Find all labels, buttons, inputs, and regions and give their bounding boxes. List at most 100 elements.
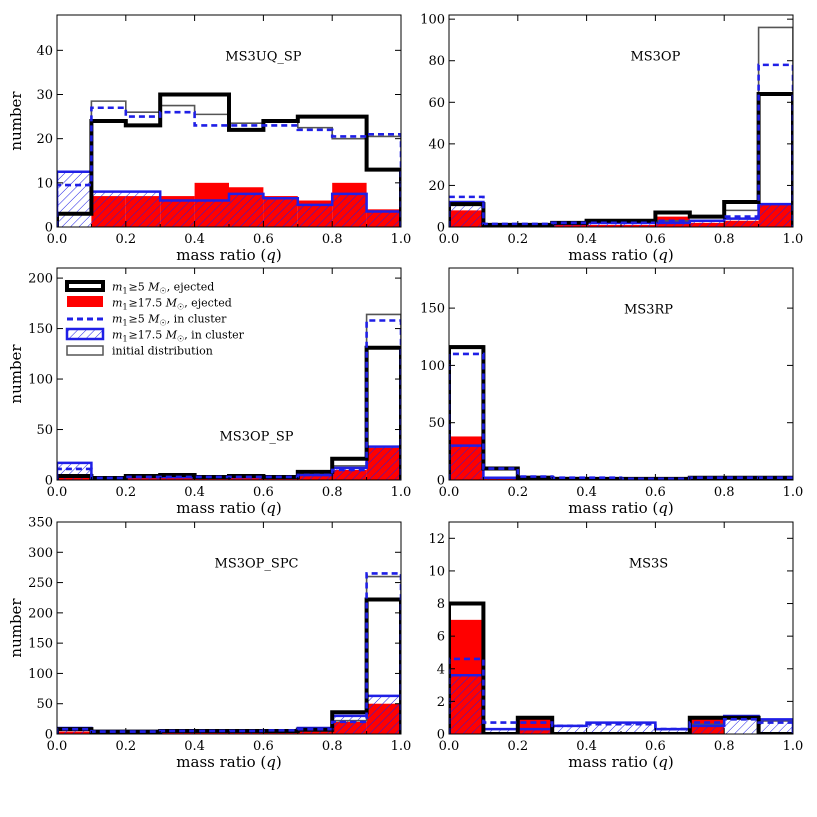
legend-label: m1≥5 M☉, in cluster	[112, 313, 227, 328]
line-cluster-all	[449, 352, 793, 480]
bar-cluster-massive-hatch	[366, 211, 401, 227]
x-tick-label: 1.0	[391, 485, 412, 500]
bar-cluster-massive-hatch	[332, 193, 367, 227]
axes-frame	[56, 521, 402, 735]
line-ejected-all	[57, 597, 401, 734]
line-ejected-all	[57, 92, 401, 227]
y-tick-label: 100	[420, 359, 445, 374]
x-axis-label: mass ratio (q)	[568, 753, 673, 771]
x-tick-label: 0.6	[253, 232, 274, 247]
panel-title: MS3UQ_SP	[225, 49, 302, 64]
x-tick-label: 0.4	[576, 232, 597, 247]
x-tick-label: 0.6	[645, 739, 666, 754]
x-axis-label: mass ratio (q)	[568, 499, 673, 517]
y-tick-label: 0	[437, 221, 445, 236]
x-axis-label-var: q	[266, 246, 276, 264]
x-axis-label: mass ratio (q)	[176, 499, 281, 517]
legend-item-cluster-all: m1≥5 M☉, in cluster	[67, 313, 227, 328]
bar-cluster-massive-hatch	[517, 729, 553, 734]
y-axis-label: number	[7, 344, 25, 404]
bar-cluster-massive-hatch	[194, 200, 229, 227]
y-tick-label: 2	[437, 695, 445, 710]
x-tick-label: 0.0	[47, 232, 68, 247]
line-initial-distribution	[449, 345, 793, 480]
bar-cluster-massive-hatch	[689, 220, 725, 227]
legend-swatch	[65, 280, 105, 292]
axes-frame	[448, 14, 794, 228]
legend-item-ejected-all: m1≥5 M☉, ejected	[65, 280, 214, 296]
bar-cluster-massive-hatch	[621, 222, 656, 227]
x-axis-label-var: q	[658, 499, 668, 517]
y-axis-label: number	[7, 91, 25, 151]
y-tick-label: 10	[428, 564, 445, 579]
x-tick-label: 1.0	[783, 485, 804, 500]
line-cluster-all	[57, 319, 401, 480]
plot-area	[449, 345, 793, 480]
x-axis-label-main: mass ratio (	[176, 246, 266, 264]
y-tick-label: 60	[428, 96, 445, 111]
legend-label: initial distribution	[112, 345, 213, 358]
bar-cluster-massive-hatch	[449, 675, 484, 734]
x-tick-label: 0.0	[439, 485, 460, 500]
plot-area	[449, 26, 793, 227]
panel-2: 0.0 0.2 0.4 0.6 0.8 1.0 0 20 40 60 80 100 mass ratio…	[420, 13, 803, 264]
bar-cluster-massive-hatch	[724, 218, 759, 227]
x-tick-label: 0.0	[47, 485, 68, 500]
x-tick-label: 0.4	[576, 739, 597, 754]
line-ejected-all	[57, 345, 401, 480]
x-axis-label-main: mass ratio (	[568, 499, 658, 517]
y-tick-label: 40	[36, 44, 53, 59]
legend-item-cluster-massive: m1≥17.5 M☉, in cluster	[65, 327, 245, 344]
legend-swatch	[66, 345, 104, 356]
y-tick-label: 12	[428, 532, 445, 547]
plot-area	[57, 572, 401, 734]
bar-cluster-massive-hatch	[449, 202, 484, 227]
bar-cluster-massive-hatch	[552, 223, 587, 227]
x-axis-label: mass ratio (q)	[568, 246, 673, 264]
x-tick-label: 0.6	[645, 485, 666, 500]
x-tick-label: 0.0	[47, 739, 68, 754]
x-axis-label-end: )	[668, 499, 674, 517]
x-tick-label: 0.2	[115, 232, 136, 247]
panel-title: MS3OP	[630, 49, 680, 64]
bar-cluster-massive-hatch	[160, 476, 195, 480]
y-tick-label: 80	[428, 54, 445, 69]
line-cluster-all	[57, 106, 401, 227]
bar-cluster-massive-hatch	[449, 445, 484, 480]
panel-title: MS3S	[629, 556, 668, 571]
x-axis-label-main: mass ratio (	[568, 246, 658, 264]
y-tick-label: 200	[28, 606, 53, 621]
x-axis-label-main: mass ratio (	[176, 753, 266, 771]
x-tick-label: 0.2	[507, 485, 528, 500]
bar-cluster-massive-hatch	[91, 191, 126, 227]
panel-4: 0.0 0.2 0.4 0.6 0.8 1.0 0 50 100 150 mass ratio (q…	[420, 267, 804, 517]
y-tick-label: 100	[28, 373, 53, 388]
y-tick-label: 10	[36, 176, 53, 191]
x-tick-label: 0.4	[184, 232, 205, 247]
y-tick-label: 100	[420, 13, 445, 28]
y-tick-label: 0	[45, 221, 53, 236]
bar-cluster-massive-hatch	[297, 204, 333, 227]
y-tick-label: 350	[28, 516, 53, 531]
x-tick-label: 0.2	[115, 485, 136, 500]
x-tick-label: 1.0	[391, 739, 412, 754]
y-tick-label: 50	[36, 697, 53, 712]
bar-cluster-massive-hatch	[125, 191, 161, 227]
x-tick-label: 0.6	[253, 739, 274, 754]
line-cluster-massive	[449, 444, 793, 480]
line-ejected-all	[449, 601, 793, 734]
panel-5: 0.0 0.2 0.4 0.6 0.8 1.0 0 50 100 150 200 250 300 350 m…	[7, 516, 411, 772]
line-cluster-all	[57, 572, 401, 734]
bar-cluster-massive-hatch	[125, 476, 161, 480]
x-tick-label: 0.8	[714, 485, 735, 500]
y-tick-label: 6	[437, 630, 445, 645]
plot-area	[449, 601, 793, 734]
bar-cluster-massive-hatch	[332, 715, 367, 734]
x-axis-label-main: mass ratio (	[176, 499, 266, 517]
panel-title: MS3OP_SP	[219, 429, 293, 444]
y-tick-label: 8	[437, 597, 445, 612]
line-ejected-all	[449, 345, 793, 480]
x-tick-label: 0.2	[115, 739, 136, 754]
y-tick-label: 0	[45, 728, 53, 743]
